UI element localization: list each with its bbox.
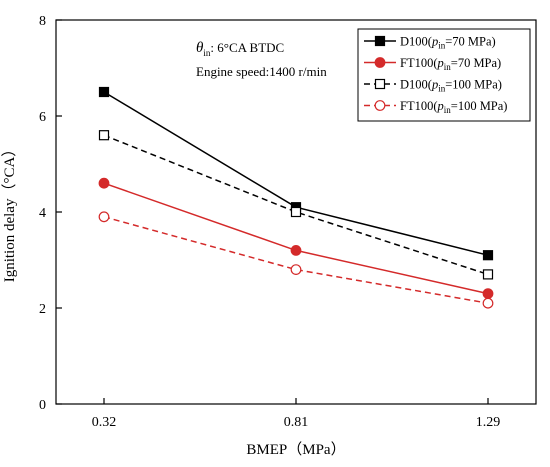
series-2-point [290,244,302,256]
legend-label: FT100(pin=70 MPa) [400,56,501,72]
theta-subscript: in [203,48,211,58]
series-4-point [98,211,110,223]
annotation-block: θin: 6°CA BTDC Engine speed:1400 r/min [196,40,327,79]
theta-symbol: θ [196,40,204,56]
y-tick-label: 6 [39,110,46,125]
series-1-point [98,86,110,98]
x-tick-label: 1.29 [476,415,501,430]
legend-label-suffix: =70 MPa) [451,56,501,70]
x-tick-label: 0.32 [92,415,117,430]
tick-group: 0 2 4 6 8 0.32 0.81 1.29 [39,14,500,430]
x-axis-title: BMEP（MPa） [246,441,345,458]
legend-label-prefix: D100( [400,35,432,49]
y-tick-label: 2 [39,302,46,317]
series-group [98,86,494,309]
annotation-engine-speed: Engine speed:1400 r/min [196,64,327,79]
series-2-point [482,288,494,300]
series-3-point [290,206,302,218]
legend-label-sub: in [444,62,452,72]
series-2-line [103,182,489,295]
series-3 [98,130,494,280]
legend-label: D100(pin=100 MPa) [400,78,502,94]
series-3-point [482,269,494,280]
legend-swatch-marker [374,57,386,68]
y-tick-label: 4 [39,206,46,221]
series-3-point [98,130,110,141]
legend-label-sub: in [438,41,446,51]
series-3-line [103,134,489,276]
series-2 [98,177,494,300]
legend-swatch-marker [374,78,386,90]
legend-label-suffix: =70 MPa) [445,35,495,49]
legend-label-suffix: =100 MPa) [445,78,502,92]
legend-label-prefix: FT100( [400,99,438,113]
series-4-point [290,264,302,276]
legend-swatch-marker [374,100,386,111]
legend-label-sub: in [444,105,452,115]
legend-label-p: p [431,35,438,49]
series-2-point [98,177,110,189]
legend-item-1: D100(pin=70 MPa) [364,35,496,51]
y-tick-label: 0 [39,398,46,413]
series-1-point [482,250,494,261]
legend: D100(pin=70 MPa)FT100(pin=70 MPa)D100(pi… [357,28,531,122]
legend-label: D100(pin=70 MPa) [400,35,496,51]
legend-label-prefix: FT100( [400,56,438,70]
series-4 [98,211,494,309]
legend-item-4: FT100(pin=100 MPa) [364,99,507,115]
legend-swatch-marker [374,35,386,47]
legend-label-p: p [437,99,444,113]
legend-label-p: p [437,56,444,70]
legend-label-suffix: =100 MPa) [451,99,508,113]
legend-label-prefix: D100( [400,78,432,92]
legend-label-sub: in [438,84,446,94]
y-axis-title: Ignition delay（°CA） [1,142,18,283]
legend-label: FT100(pin=100 MPa) [400,99,507,115]
series-4-line [103,216,489,304]
legend-items: D100(pin=70 MPa)FT100(pin=70 MPa)D100(pi… [364,35,507,115]
theta-value: : 6°CA BTDC [210,40,284,55]
legend-item-2: FT100(pin=70 MPa) [364,56,501,72]
legend-item-3: D100(pin=100 MPa) [364,78,502,94]
annotation-theta: θin: 6°CA BTDC [196,40,284,58]
y-tick-label: 8 [39,14,46,29]
x-tick-label: 0.81 [284,415,309,430]
series-4-point [482,297,494,309]
legend-label-p: p [431,78,438,92]
